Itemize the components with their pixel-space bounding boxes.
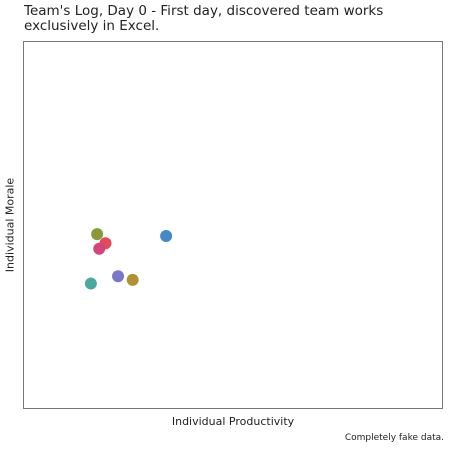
plot-area [23, 41, 443, 409]
scatter-point-7 [84, 277, 97, 290]
scatter-point-3 [93, 242, 106, 255]
x-axis-label: Individual Productivity [171, 415, 295, 428]
chart-title: Team's Log, Day 0 - First day, discovere… [24, 3, 384, 34]
data-caption: Completely fake data. [344, 433, 444, 443]
scatter-point-4 [160, 229, 173, 242]
scatter-point-5 [112, 270, 125, 283]
scatter-point-6 [126, 273, 139, 286]
scatter-point-1 [91, 228, 104, 241]
